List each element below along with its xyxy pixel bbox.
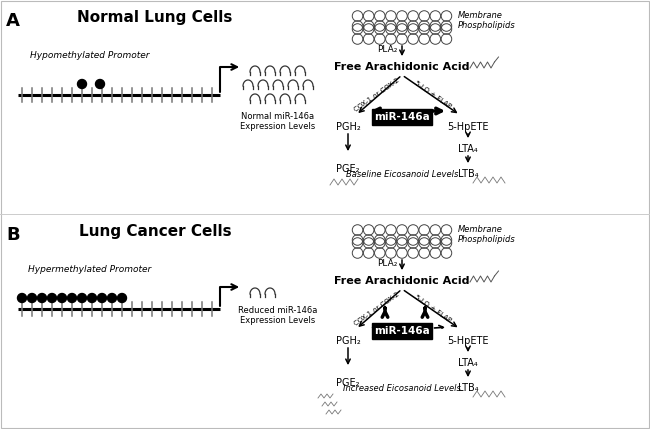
Circle shape [27, 293, 36, 302]
Text: PGH₂: PGH₂ [335, 336, 360, 346]
Text: 5-HpETE: 5-HpETE [447, 336, 489, 346]
Text: Membrane
Phospholipids: Membrane Phospholipids [458, 225, 515, 245]
Circle shape [107, 293, 116, 302]
Text: PLA₂: PLA₂ [378, 259, 398, 268]
Text: B: B [6, 226, 20, 244]
Circle shape [77, 79, 86, 88]
Text: LTA₄: LTA₄ [458, 358, 478, 368]
Text: PGE₂: PGE₂ [336, 378, 359, 388]
Text: Increased Eicosanoid Levels: Increased Eicosanoid Levels [343, 384, 461, 393]
Circle shape [57, 293, 66, 302]
Text: Normal Lung Cells: Normal Lung Cells [77, 10, 233, 25]
Text: Baseline Eicosanoid Levels: Baseline Eicosanoid Levels [346, 170, 458, 179]
Text: PGH₂: PGH₂ [335, 122, 360, 132]
Text: PGE₂: PGE₂ [336, 164, 359, 174]
Circle shape [47, 293, 57, 302]
Text: Membrane
Phospholipids: Membrane Phospholipids [458, 11, 515, 30]
Text: Reduced miR-146a
Expression Levels: Reduced miR-146a Expression Levels [239, 306, 318, 326]
Circle shape [68, 293, 77, 302]
Text: COX-1 or COX-2: COX-1 or COX-2 [354, 77, 400, 113]
Circle shape [96, 79, 105, 88]
Text: miR-146a: miR-146a [374, 112, 430, 122]
Text: 5-HpETE: 5-HpETE [447, 122, 489, 132]
Text: 5-LO + FLAP: 5-LO + FLAP [413, 294, 452, 324]
Text: LTB₄: LTB₄ [458, 169, 478, 179]
Text: A: A [6, 12, 20, 30]
Text: COX-1 or COX-2: COX-1 or COX-2 [354, 291, 400, 327]
Text: LTA₄: LTA₄ [458, 144, 478, 154]
Circle shape [118, 293, 127, 302]
Text: Free Arachidonic Acid: Free Arachidonic Acid [334, 276, 470, 286]
Text: Normal miR-146a
Expression Levels: Normal miR-146a Expression Levels [240, 112, 316, 131]
Circle shape [88, 293, 96, 302]
Text: 5-LO + FLAP: 5-LO + FLAP [413, 80, 452, 110]
Text: Free Arachidonic Acid: Free Arachidonic Acid [334, 62, 470, 72]
Text: PLA₂: PLA₂ [378, 45, 398, 54]
Circle shape [98, 293, 107, 302]
Circle shape [18, 293, 27, 302]
Circle shape [77, 293, 86, 302]
Text: Lung Cancer Cells: Lung Cancer Cells [79, 224, 231, 239]
Text: Hypomethylated Promoter: Hypomethylated Promoter [31, 51, 150, 60]
Circle shape [38, 293, 47, 302]
Text: LTB₄: LTB₄ [458, 383, 478, 393]
Text: Hypermethylated Promoter: Hypermethylated Promoter [29, 265, 151, 274]
Text: miR-146a: miR-146a [374, 326, 430, 336]
